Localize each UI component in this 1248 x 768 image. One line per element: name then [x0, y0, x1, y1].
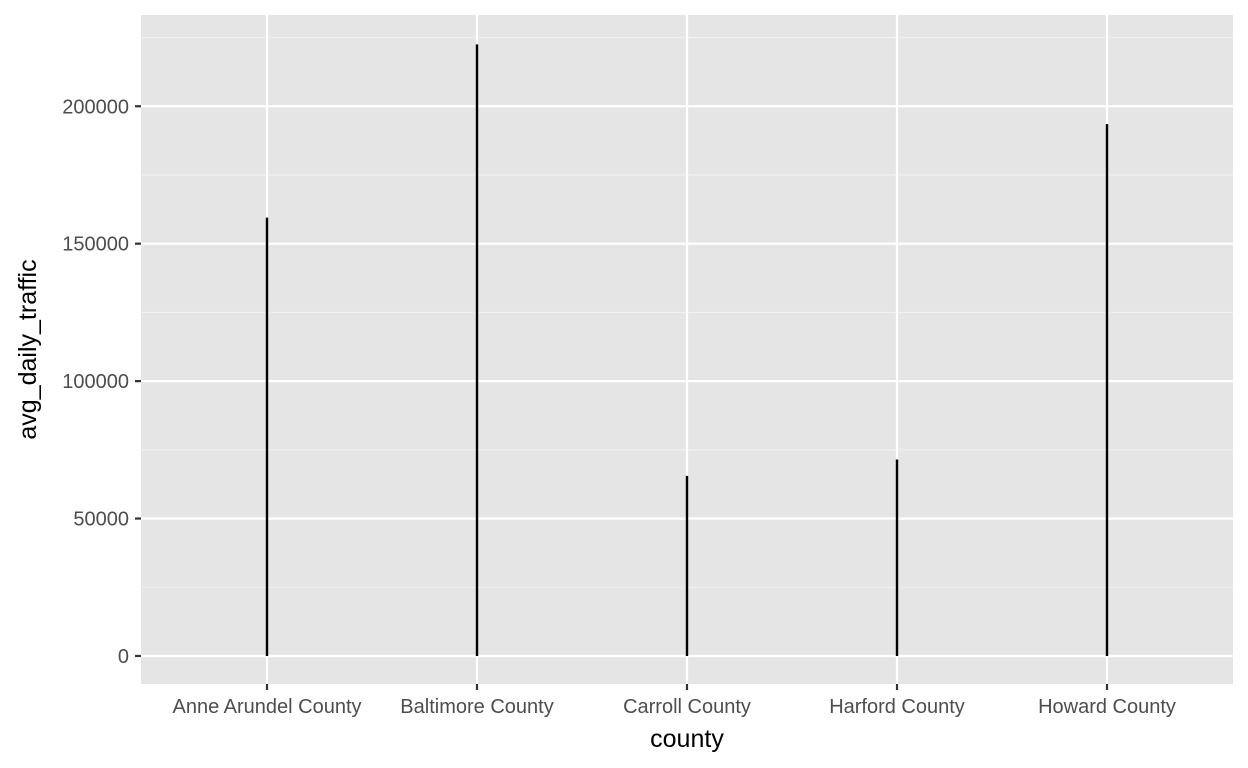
y-tick-label: 200000: [62, 96, 129, 118]
x-axis-title: county: [650, 725, 724, 753]
x-tick-label: Howard County: [1038, 696, 1176, 718]
y-tick-label: 100000: [62, 371, 129, 393]
x-tick-label: Carroll County: [623, 696, 751, 718]
x-tick-label: Anne Arundel County: [172, 696, 361, 718]
y-axis: 0 50000 100000 150000 200000: [62, 96, 141, 668]
x-tick-label: Harford County: [829, 696, 965, 718]
y-tick-label: 150000: [62, 234, 129, 256]
x-tick-label: Baltimore County: [400, 696, 553, 718]
x-axis: Anne Arundel County Baltimore County Carro…: [172, 684, 1176, 718]
y-tick-label: 0: [118, 646, 129, 668]
y-axis-title: avg_daily_traffic: [14, 259, 42, 439]
data-series: [265, 44, 1109, 656]
y-tick-label: 50000: [73, 509, 129, 531]
